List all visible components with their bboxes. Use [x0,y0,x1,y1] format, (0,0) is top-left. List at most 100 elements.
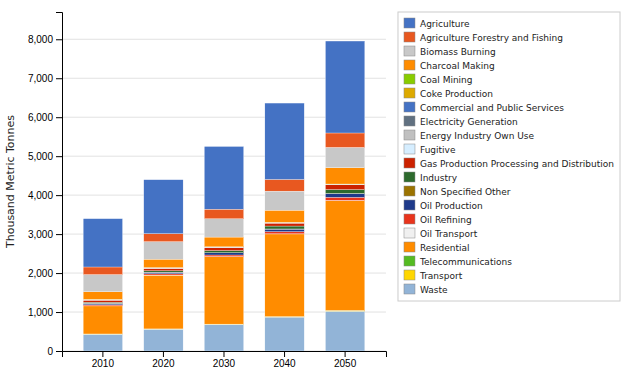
bar [265,223,304,226]
legend-label: Non Specified Other [420,187,511,197]
y-tick-label: 4,000 [28,190,53,201]
legend-item: Non Specified Other [404,186,511,197]
bar-series [83,200,365,306]
bar [204,247,243,248]
legend-label: Oil Transport [420,229,478,239]
bar [83,299,122,300]
legend-label: Charcoal Making [420,61,495,71]
bar [144,242,183,260]
legend-swatch [404,200,415,210]
legend-swatch [404,102,415,112]
y-tick-mark [56,273,62,274]
bar [325,190,364,194]
chart-container: 01,0002,0003,0004,0005,0006,0007,0008,00… [0,0,624,379]
legend-swatch [404,144,415,154]
legend-swatch [404,228,415,238]
bar [83,219,122,267]
legend-item: Energy Industry Own Use [404,130,535,141]
legend-swatch [404,74,415,84]
plot: 01,0002,0003,0004,0005,0006,0007,0008,00… [28,13,387,370]
bar [144,234,183,242]
y-tick-label: 2,000 [28,268,53,279]
x-tick-mark [223,351,224,357]
bar [144,274,183,275]
legend-swatch [404,60,415,70]
legend-item: Agriculture Forestry and Fishing [404,32,563,43]
legend-swatch [404,46,415,56]
legend-item: Gas Production Processing and Distributi… [404,158,614,169]
bar [204,237,243,247]
bar [83,292,122,300]
legend-item: Oil Transport [404,228,478,239]
bar [83,334,122,351]
legend-label: Commercial and Public Services [420,103,564,113]
bar [265,229,304,232]
bar [83,303,122,304]
y-axis-title: Thousand Metric Tonnes [4,115,17,249]
y-tick-label: 1,000 [28,307,53,318]
bar [144,268,183,269]
legend-label: Residential [420,243,470,253]
bar [144,268,183,270]
legend-swatch [404,158,415,168]
legend-item: Fugitive [404,144,456,155]
x-tick-mark [102,351,103,357]
bars [83,41,365,351]
legend-item: Electricity Generation [404,116,518,127]
bar [144,272,183,273]
legend-swatch [404,18,415,28]
bar [204,325,243,351]
y-tick: 2,000 [28,268,62,279]
x-tick-label: 2020 [152,358,175,369]
bar [204,247,243,248]
bar [83,275,122,292]
bar [265,210,304,222]
y-axis-line [56,13,63,352]
legend-label: Agriculture Forestry and Fishing [420,33,563,43]
legend-label: Oil Production [420,201,483,211]
legend-item: Oil Refining [404,214,472,225]
y-tick: 8,000 [28,34,62,45]
x-tick: 2010 [92,351,115,369]
bar [144,259,183,267]
legend-item: Transport [404,270,463,281]
y-tick-label: 6,000 [28,112,53,123]
y-tick-label: 3,000 [28,229,53,240]
y-tick-mark [56,39,62,40]
bar [265,232,304,234]
legend-item: Commercial and Public Services [404,102,564,113]
y-tick-mark [56,156,62,157]
chart-svg: 01,0002,0003,0004,0005,0006,0007,0008,00… [0,0,624,379]
bar [265,317,304,351]
x-tick-label: 2010 [92,358,115,369]
bar [204,257,243,324]
bar [325,311,364,351]
grid-line [62,39,386,40]
legend-swatch [404,186,415,196]
x-tick-label: 2030 [213,358,236,369]
legend-item: Telecommunications [404,256,512,267]
y-tick: 1,000 [28,307,62,318]
bar [325,194,364,198]
bar [144,274,183,275]
x-tick: 2040 [273,351,296,369]
x-tick-label: 2050 [334,358,357,369]
legend-swatch [404,284,415,294]
bar-series [83,197,365,305]
bar [325,147,364,167]
legend-label: Agriculture [420,19,470,29]
bar-series [83,201,365,334]
y-axis: 01,0002,0003,0004,0005,0006,0007,0008,00… [28,13,63,357]
bar [204,219,243,237]
legend-frame [398,12,620,301]
bar [144,268,183,269]
legend-label: Transport [419,271,463,281]
bar [204,255,243,257]
legend-item: Industry [404,172,458,183]
bar [265,103,304,179]
legend-item: Coke Production [404,88,493,99]
bar [265,222,304,223]
x-tick-mark [284,351,285,357]
x-tick-mark [163,351,164,357]
x-tick-label: 2040 [273,358,296,369]
